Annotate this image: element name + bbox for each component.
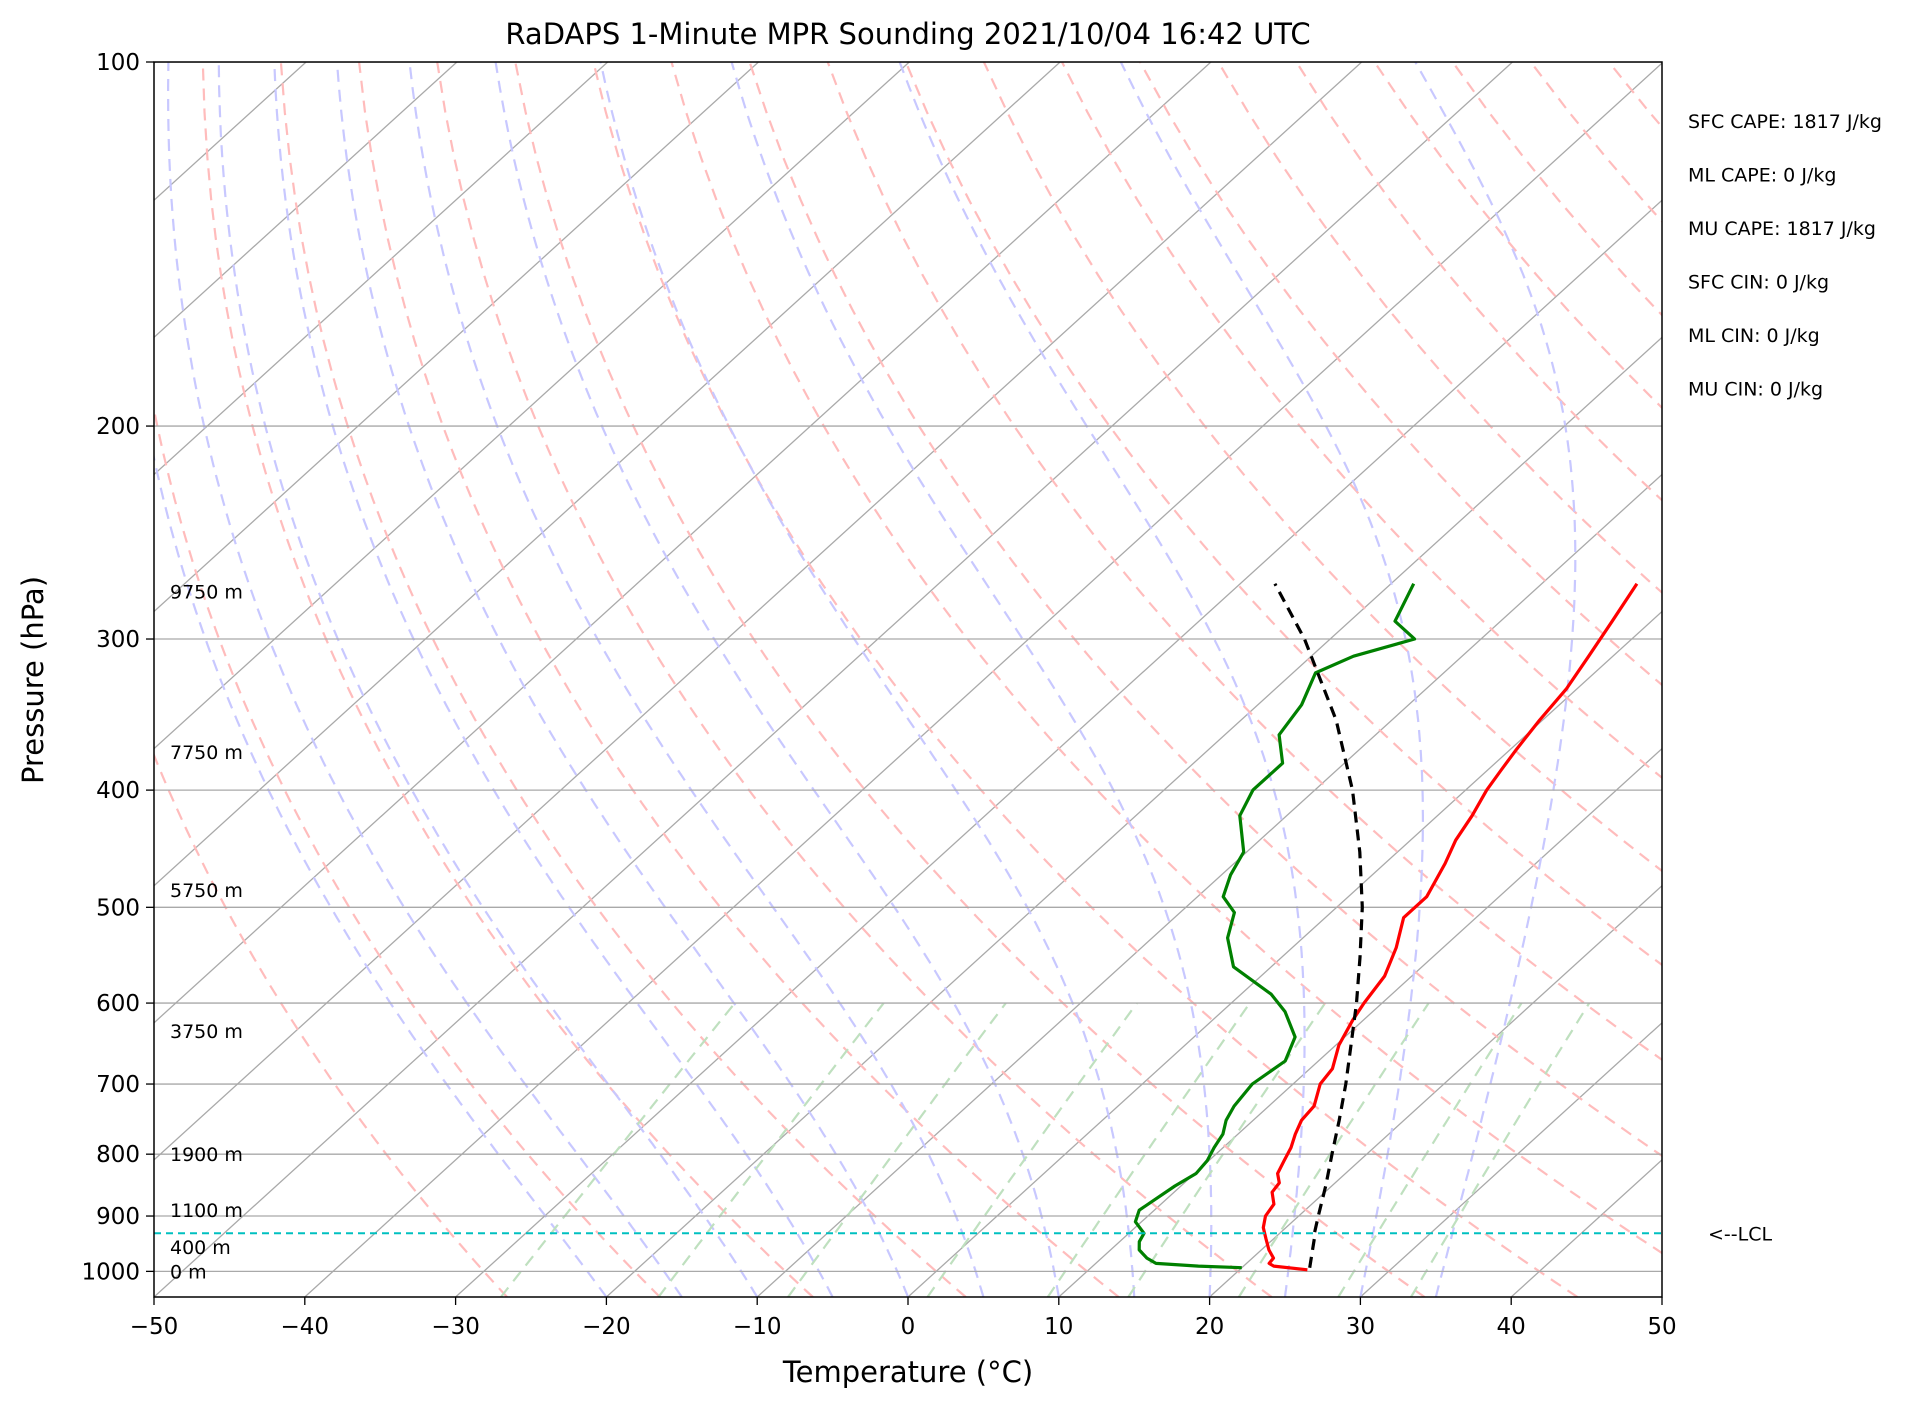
stat-line: MU CAPE: 1817 J/kg [1688, 218, 1876, 240]
mixing-ratio-line [500, 1002, 736, 1297]
isotherm-line [304, 62, 1662, 1297]
stat-line: ML CAPE: 0 J/kg [1688, 165, 1836, 187]
isotherm-line [154, 62, 910, 750]
dewpoint-profile-line [1133, 582, 1417, 1270]
y-tick-label: 200 [96, 414, 140, 440]
y-tick-label: 900 [96, 1204, 140, 1230]
isotherm-line [154, 62, 1212, 1024]
dry-adiabat-line [670, 62, 1662, 1255]
dry-adiabat-line [748, 62, 1662, 1158]
dry-adiabat-line [514, 62, 1426, 1297]
x-tick-label: 30 [1346, 1314, 1375, 1340]
data-layer [154, 582, 1662, 1272]
isotherm-line [756, 473, 1662, 1297]
mixing-ratio-line [1337, 1002, 1523, 1297]
moist-adiabat-line [898, 62, 1306, 1297]
dry-adiabat-line [904, 62, 1662, 967]
isotherm-line [605, 336, 1662, 1297]
mixing-ratio-line [787, 1002, 1007, 1297]
dry-adiabat-line [592, 62, 1579, 1297]
moist-adiabat-line [408, 62, 985, 1297]
chart-title: RaDAPS 1-Minute MPR Sounding 2021/10/04 … [505, 17, 1310, 51]
height-label: 1900 m [170, 1144, 243, 1166]
height-label: 1100 m [170, 1200, 243, 1222]
moist-adiabat-line [494, 62, 1060, 1297]
moist-adiabat-line [154, 453, 608, 1297]
y-tick-label: 300 [96, 627, 140, 653]
dry-adiabat-line [826, 62, 1662, 1062]
dry-adiabat-line [1217, 62, 1662, 595]
height-label: 400 m [170, 1237, 231, 1259]
x-tick-label: −20 [582, 1314, 631, 1340]
mixing-ratio-line [1237, 1002, 1430, 1297]
x-tick-label: −50 [130, 1314, 179, 1340]
axis-ticks: −50 −40 −30 −20 −10 0 10 20 30 40 50 1000 900 800 700 6… [81, 50, 1676, 1340]
parcel-profile-line [1273, 582, 1364, 1268]
y-tick-label: 1000 [81, 1259, 140, 1285]
x-tick-label: 20 [1195, 1314, 1224, 1340]
height-label: 7750 m [170, 742, 243, 764]
dry-adiabat-line [1061, 62, 1662, 780]
stat-line: SFC CAPE: 1817 J/kg [1688, 111, 1882, 133]
x-tick-label: 40 [1497, 1314, 1526, 1340]
dry-adiabat-line [982, 62, 1662, 873]
height-label: 0 m [170, 1261, 207, 1283]
moist-adiabat-line [1119, 62, 1424, 1297]
background-lines [154, 62, 1662, 1297]
height-label: 5750 m [170, 880, 243, 902]
stat-line: ML CIN: 0 J/kg [1688, 325, 1820, 347]
moist-adiabat-line [730, 62, 1213, 1297]
isotherm-line [154, 62, 609, 476]
isotherm-line [154, 62, 1513, 1297]
x-tick-label: 0 [901, 1314, 916, 1340]
x-tick-label: −10 [733, 1314, 782, 1340]
isotherm-line [1058, 747, 1662, 1297]
moist-adiabat-line [1414, 62, 1577, 1297]
x-axis-label: Temperature (°C) [782, 1355, 1033, 1389]
mixing-ratio-line [1046, 1002, 1251, 1297]
y-axis-label: Pressure (hPa) [16, 576, 50, 784]
y-tick-label: 600 [96, 991, 140, 1017]
dry-adiabat-line [154, 403, 661, 1297]
moist-adiabat-line [335, 62, 910, 1297]
stat-line: SFC CIN: 0 J/kg [1688, 272, 1829, 294]
mixing-ratio-line [1127, 1002, 1327, 1297]
y-tick-label: 500 [96, 895, 140, 921]
height-label: 3750 m [170, 1021, 243, 1043]
y-tick-label: 400 [96, 778, 140, 804]
dry-adiabat-line [279, 62, 967, 1297]
isotherm-line [1209, 884, 1662, 1297]
isotherm-line [1359, 1021, 1662, 1297]
y-tick-label: 800 [96, 1142, 140, 1168]
mixing-ratio-line [926, 1002, 1138, 1297]
x-tick-label: 50 [1647, 1314, 1676, 1340]
mixing-ratio-line [657, 1002, 885, 1297]
x-tick-label: 10 [1044, 1314, 1073, 1340]
lcl-label: <--LCL [1708, 1223, 1772, 1245]
moist-adiabat-line [217, 62, 759, 1297]
temperature-profile-line [1261, 582, 1639, 1272]
y-tick-label: 700 [96, 1072, 140, 1098]
moist-adiabat-line [273, 62, 834, 1297]
dry-adiabat-line [436, 62, 1273, 1297]
y-tick-label: 100 [96, 50, 140, 76]
isotherm-line [455, 199, 1662, 1297]
isotherm-line [154, 62, 458, 339]
dry-adiabat-line [1139, 62, 1662, 687]
isotherm-line [154, 62, 1061, 887]
dry-adiabat-line [358, 62, 1120, 1297]
height-label: 9750 m [170, 581, 243, 603]
isotherm-line [154, 62, 759, 613]
isotherm-line [154, 62, 1363, 1161]
isotherm-line [907, 610, 1662, 1297]
stat-line: MU CIN: 0 J/kg [1688, 379, 1823, 401]
mixing-ratio-line [1410, 1002, 1591, 1297]
x-tick-label: −40 [281, 1314, 330, 1340]
x-tick-label: −30 [431, 1314, 480, 1340]
moist-adiabat-line [166, 62, 683, 1297]
moist-adiabat-line [599, 62, 1136, 1297]
